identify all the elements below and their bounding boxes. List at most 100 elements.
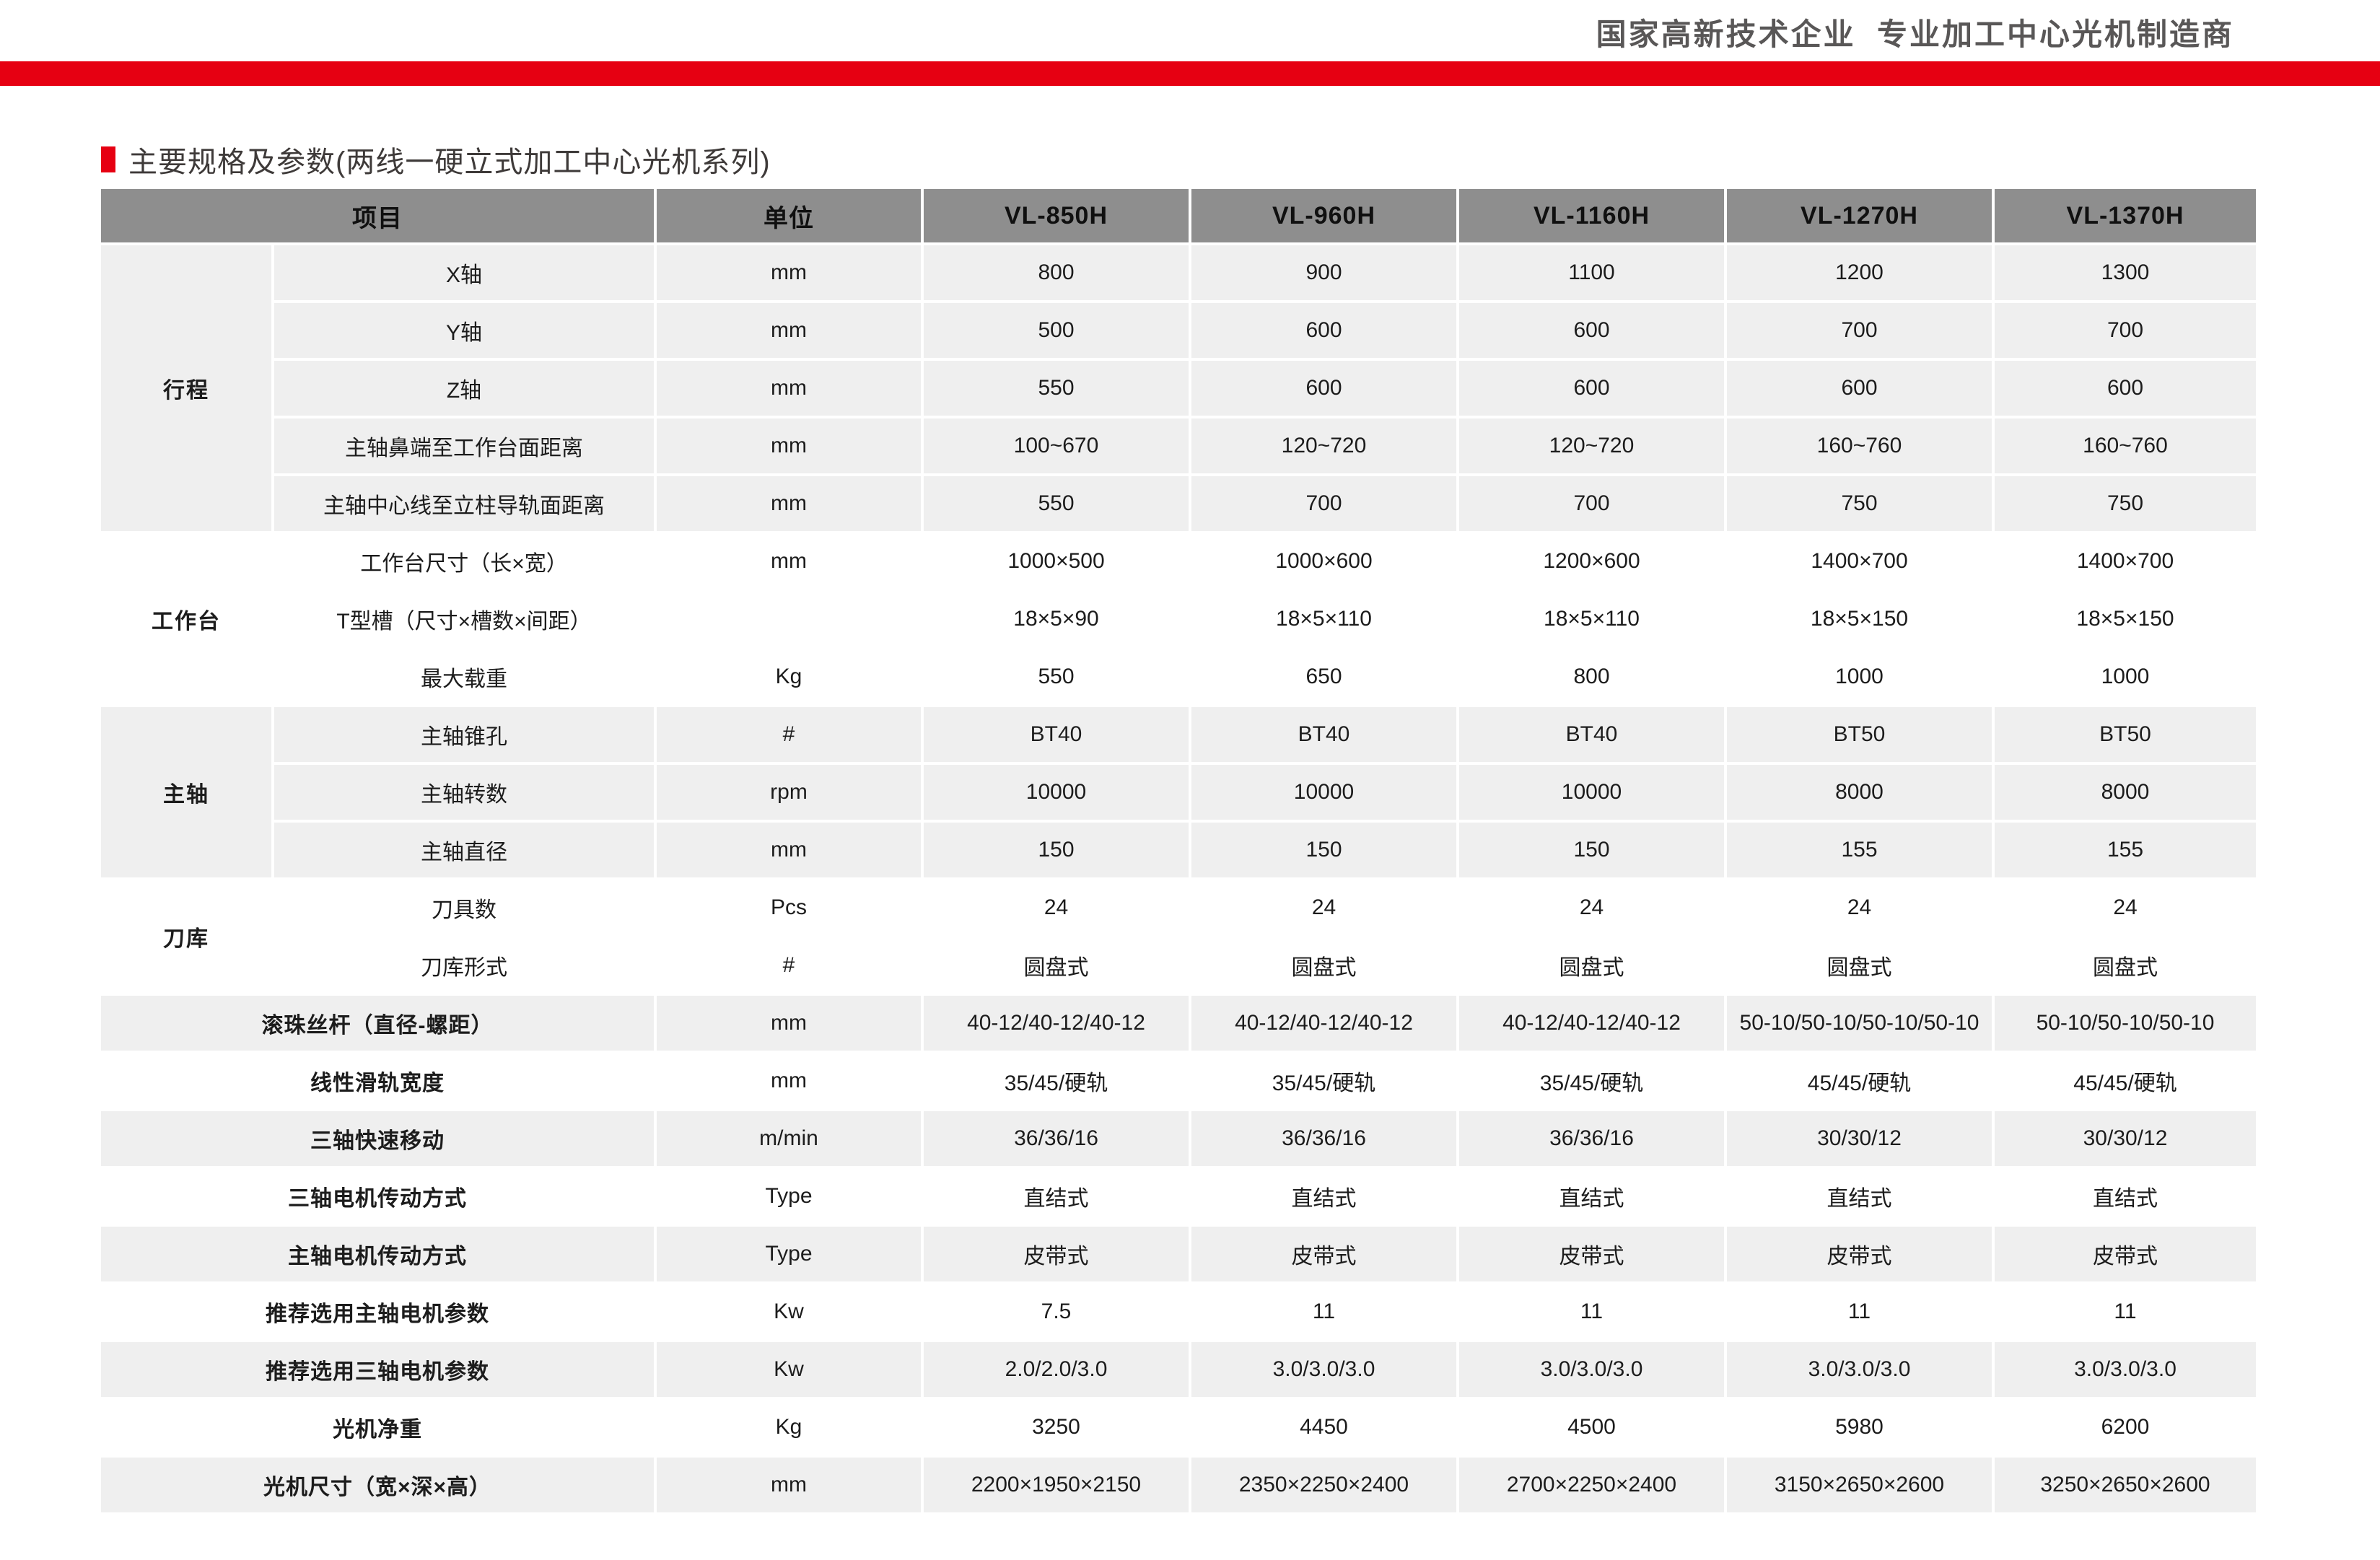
value-cell: 1400×700 (1992, 531, 2259, 592)
column-header: VL-1160H (1456, 186, 1727, 245)
value-cell: 600 (1456, 300, 1727, 361)
table-row: 主轴 主轴锥孔 # BT40 BT40 BT40 BT50 BT50 (98, 704, 2259, 880)
value-cell: 1000×600 (1189, 531, 1459, 592)
value-cell: 圆盘式 (1992, 935, 2259, 996)
value-cell: 18×5×90 (921, 589, 1191, 649)
value-cell: 36/36/16 (921, 1108, 1191, 1169)
column-header: VL-1270H (1724, 186, 1995, 245)
value-cell: 800 (1456, 647, 1727, 707)
unit-cell: # (654, 704, 924, 765)
value-cell: BT40 (1456, 704, 1727, 765)
unit-cell: Kw (654, 1281, 924, 1342)
value-cell: 750 (1724, 473, 1995, 534)
value-cell: 直结式 (921, 1166, 1191, 1227)
row-label: 主轴电机传动方式 (98, 1224, 657, 1284)
unit-cell: mm (654, 473, 924, 534)
value-cell: 11 (1189, 1281, 1459, 1342)
value-cell: 600 (1189, 358, 1459, 419)
value-cell: 1200×600 (1456, 531, 1727, 592)
unit-cell: mm (654, 300, 924, 361)
row-label: 三轴电机传动方式 (98, 1166, 657, 1227)
value-cell: 700 (1992, 300, 2259, 361)
value-cell: 24 (1189, 877, 1459, 938)
value-cell: 30/30/12 (1992, 1108, 2259, 1169)
row-label: Y轴 (271, 300, 657, 361)
table-row: 推荐选用三轴电机参数 Kw 2.0/2.0/3.0 3.0/3.0/3.0 3.0/3.… (98, 1339, 2259, 1400)
unit-cell: Kw (654, 1339, 924, 1400)
table-row: 线性滑轨宽度 mm 35/45/硬轨 35/45/硬轨 35/45/硬轨 45/45/硬轨… (98, 1051, 2259, 1111)
value-cell: 100~670 (921, 416, 1191, 476)
value-cell: 圆盘式 (1189, 935, 1459, 996)
unit-cell: mm (654, 416, 924, 476)
value-cell: 8000 (1992, 762, 2259, 823)
value-cell: 3250 (921, 1397, 1191, 1458)
value-cell: 直结式 (1189, 1166, 1459, 1227)
value-cell: 550 (921, 473, 1191, 534)
value-cell: BT40 (1189, 704, 1459, 765)
value-cell: 6200 (1992, 1397, 2259, 1458)
section-header: 主要规格及参数(两线一硬立式加工中心光机系列) (101, 139, 771, 180)
table-row: 刀库形式 # 圆盘式 圆盘式 圆盘式 圆盘式 圆盘式 (100, 935, 2259, 996)
unit-cell: # (654, 935, 924, 996)
column-header: VL-1370H (1992, 186, 2259, 245)
row-label: 主轴锥孔 (271, 704, 657, 765)
unit-cell: Kg (654, 1397, 924, 1458)
table-row: T型槽（尺寸×槽数×间距） 18×5×90 18×5×110 18×5×110 18×5… (100, 589, 2259, 649)
row-label: 主轴转数 (271, 762, 657, 823)
value-cell: 700 (1456, 473, 1727, 534)
value-cell: 2700×2250×2400 (1456, 1455, 1727, 1515)
value-cell: 1000 (1724, 647, 1995, 707)
value-cell: 18×5×150 (1992, 589, 2259, 649)
column-header: VL-850H (921, 186, 1191, 245)
row-label: 刀具数 (271, 877, 657, 938)
value-cell: 700 (1724, 300, 1995, 361)
value-cell: 24 (921, 877, 1191, 938)
value-cell: 11 (1724, 1281, 1995, 1342)
unit-cell: Type (654, 1224, 924, 1284)
group-label: 行程 (98, 242, 274, 534)
value-cell: 直结式 (1992, 1166, 2259, 1227)
value-cell: 150 (1189, 820, 1459, 880)
spec-table-body: 行程 X轴 mm 800 900 1100 1200 1300 Y轴 mm 500 600 600 700… (98, 242, 2259, 1515)
value-cell: 650 (1189, 647, 1459, 707)
value-cell: 35/45/硬轨 (1456, 1051, 1727, 1111)
value-cell: 35/45/硬轨 (1189, 1051, 1459, 1111)
unit-cell: mm (654, 358, 924, 419)
value-cell: 皮带式 (921, 1224, 1191, 1284)
row-label: 刀库形式 (271, 935, 657, 996)
value-cell: 18×5×150 (1724, 589, 1995, 649)
table-row: 主轴电机传动方式 Type 皮带式 皮带式 皮带式 皮带式 皮带式 (98, 1224, 2259, 1284)
value-cell: 3.0/3.0/3.0 (1189, 1339, 1459, 1400)
value-cell: 160~760 (1724, 416, 1995, 476)
value-cell: 150 (1456, 820, 1727, 880)
value-cell: 160~760 (1992, 416, 2259, 476)
row-label: 最大载重 (271, 647, 657, 707)
table-row: 滚珠丝杆（直径-螺距） mm 40-12/40-12/40-12 40-12/40-1… (98, 993, 2259, 1053)
value-cell: 皮带式 (1189, 1224, 1459, 1284)
unit-cell (654, 589, 924, 649)
value-cell: 36/36/16 (1456, 1108, 1727, 1169)
value-cell: 150 (921, 820, 1191, 880)
unit-cell: rpm (654, 762, 924, 823)
value-cell: 3.0/3.0/3.0 (1724, 1339, 1995, 1400)
value-cell: 1000 (1992, 647, 2259, 707)
value-cell: 600 (1992, 358, 2259, 419)
value-cell: 36/36/16 (1189, 1108, 1459, 1169)
table-row: 三轴电机传动方式 Type 直结式 直结式 直结式 直结式 直结式 (98, 1166, 2259, 1227)
unit-cell: mm (654, 820, 924, 880)
column-header: 项目 (98, 186, 657, 245)
table-row: 主轴转数 rpm 10000 10000 10000 8000 8000 (100, 762, 2259, 823)
row-label: 主轴直径 (271, 820, 657, 880)
table-row: 主轴直径 mm 150 150 150 155 155 (100, 820, 2259, 880)
table-row: Z轴 mm 550 600 600 600 600 (100, 358, 2259, 419)
value-cell: 11 (1456, 1281, 1727, 1342)
value-cell: 2350×2250×2400 (1189, 1455, 1459, 1515)
value-cell: 5980 (1724, 1397, 1995, 1458)
table-row: 推荐选用主轴电机参数 Kw 7.5 11 11 11 11 (98, 1281, 2259, 1342)
value-cell: 155 (1724, 820, 1995, 880)
value-cell: 600 (1456, 358, 1727, 419)
value-cell: 皮带式 (1724, 1224, 1995, 1284)
unit-cell: mm (654, 531, 924, 592)
value-cell: 2200×1950×2150 (921, 1455, 1191, 1515)
row-label: 工作台尺寸（长×宽） (271, 531, 657, 592)
